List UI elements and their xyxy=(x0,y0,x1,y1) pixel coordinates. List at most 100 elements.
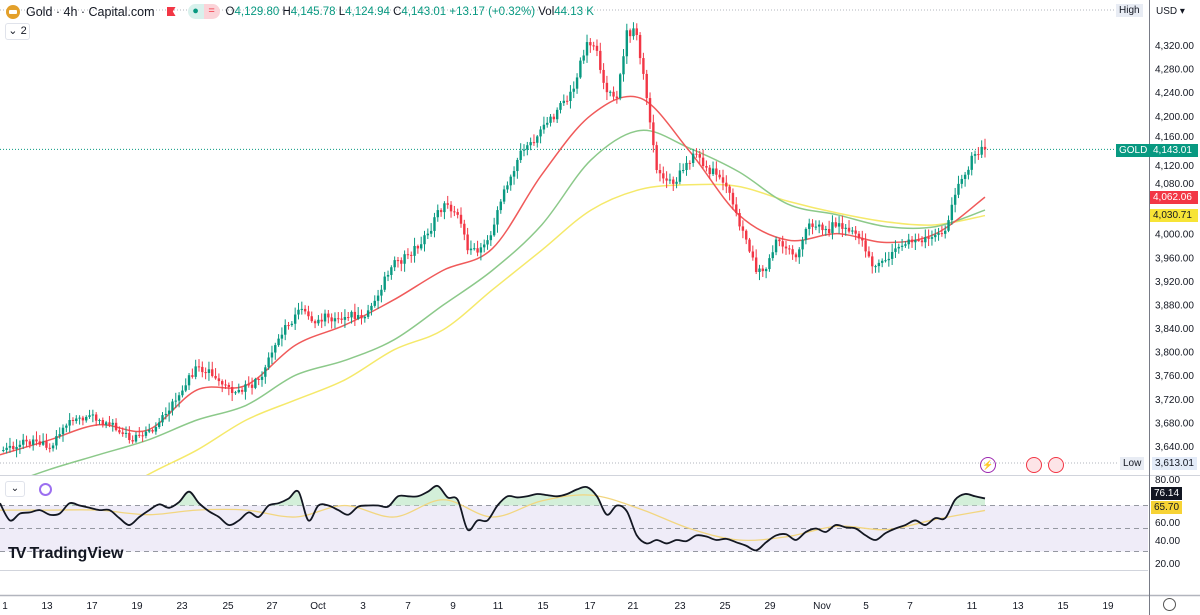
candle-body xyxy=(864,240,867,252)
candle-body xyxy=(658,170,662,174)
candle-body xyxy=(857,233,861,239)
candle-body xyxy=(824,228,828,231)
candle-body xyxy=(768,258,771,270)
candle-body xyxy=(907,239,910,245)
time-tick-label: 17 xyxy=(584,601,596,612)
candle-body xyxy=(509,176,512,186)
candle-body xyxy=(469,248,473,251)
candle-body xyxy=(957,183,960,195)
candle-body xyxy=(688,162,692,164)
us-flag-icon[interactable] xyxy=(1026,457,1042,473)
candle-body xyxy=(552,116,556,120)
candle-body xyxy=(871,256,874,267)
us-flag-icon[interactable] xyxy=(1048,457,1064,473)
candle-body xyxy=(648,98,652,123)
candle-body xyxy=(910,239,914,243)
candle-body xyxy=(496,210,499,225)
candle-body xyxy=(678,170,682,182)
candle-body xyxy=(920,240,924,243)
candle-body xyxy=(347,317,350,319)
candle-body xyxy=(8,445,12,448)
gold-tag: GOLD xyxy=(1116,144,1151,157)
candle-body xyxy=(197,366,201,368)
candle-body xyxy=(101,420,105,425)
candle-body xyxy=(927,237,930,239)
time-tick-label: 13 xyxy=(41,601,53,612)
candle-body xyxy=(887,258,891,261)
candle-body xyxy=(297,309,300,315)
candle-body xyxy=(542,124,546,130)
candle-body xyxy=(416,245,420,249)
candle-body xyxy=(811,223,814,227)
rsi-indicator-icon[interactable] xyxy=(39,483,52,496)
symbol-title[interactable]: Gold · 4h · Capital.com xyxy=(26,4,155,19)
price-pane xyxy=(0,22,987,475)
candle-body xyxy=(280,334,284,339)
candle-body xyxy=(950,204,954,221)
candle-body xyxy=(512,171,516,177)
candle-body xyxy=(214,375,217,379)
candle-body xyxy=(360,315,363,319)
candle-body xyxy=(940,233,944,235)
high-label: High xyxy=(1116,4,1143,17)
candle-body xyxy=(944,230,947,234)
candle-body xyxy=(645,73,648,99)
candle-body xyxy=(410,254,413,256)
candle-body xyxy=(274,345,277,353)
currency-selector[interactable]: USD ▾ xyxy=(1153,3,1200,20)
candle-body xyxy=(250,384,254,388)
indicators-collapse-button[interactable]: ⌄ 2 xyxy=(5,23,30,40)
candle-body xyxy=(798,249,801,258)
candle-body xyxy=(224,384,227,386)
time-tick-label: 19 xyxy=(1102,601,1114,612)
candle-body xyxy=(701,157,705,167)
rsi-collapse-button[interactable]: ⌄ xyxy=(5,481,25,497)
candle-body xyxy=(131,440,134,442)
candle-body xyxy=(602,69,605,83)
candle-body xyxy=(681,170,685,172)
time-tick-label: 1 xyxy=(2,601,8,612)
candle-body xyxy=(977,154,980,156)
candle-body xyxy=(549,116,552,123)
candle-body xyxy=(711,168,715,175)
lightning-icon[interactable]: ⚡ xyxy=(980,457,996,473)
settings-icon[interactable] xyxy=(1163,598,1176,611)
candle-body xyxy=(708,167,711,175)
price-tick-label: 4,320.00 xyxy=(1155,41,1194,52)
candle-body xyxy=(439,210,443,213)
candle-body xyxy=(310,316,313,322)
candle-body xyxy=(874,266,877,268)
candle-body xyxy=(38,441,41,445)
candle-body xyxy=(307,311,310,317)
candle-body xyxy=(317,319,320,324)
candle-body xyxy=(293,314,297,324)
candle-body xyxy=(914,240,917,243)
low-label: Low xyxy=(1120,457,1145,470)
candle-body xyxy=(900,245,904,247)
time-tick-label: 17 xyxy=(86,601,98,612)
candle-body xyxy=(890,251,894,259)
candle-body xyxy=(844,227,847,229)
candle-body xyxy=(725,182,728,187)
candle-body xyxy=(237,389,240,393)
time-tick-label: 13 xyxy=(1012,601,1024,612)
candle-body xyxy=(400,260,403,264)
candle-body xyxy=(313,321,317,324)
ma-mid-line xyxy=(31,129,986,475)
market-status-pill[interactable]: ● = xyxy=(187,4,220,19)
time-tick-label: 29 xyxy=(764,601,776,612)
time-tick-label: 23 xyxy=(674,601,686,612)
candle-body xyxy=(904,244,907,246)
candle-body xyxy=(320,319,323,322)
time-tick-label: 25 xyxy=(719,601,731,612)
candle-body xyxy=(715,168,718,175)
candle-body xyxy=(817,224,821,227)
candle-body xyxy=(22,439,25,445)
ma-slow-line xyxy=(145,183,986,475)
price-tick-label: 3,760.00 xyxy=(1155,371,1194,382)
flag-icon[interactable] xyxy=(166,7,176,16)
candle-body xyxy=(51,445,55,449)
candle-body xyxy=(436,210,439,218)
ma-fast-line xyxy=(0,95,986,456)
